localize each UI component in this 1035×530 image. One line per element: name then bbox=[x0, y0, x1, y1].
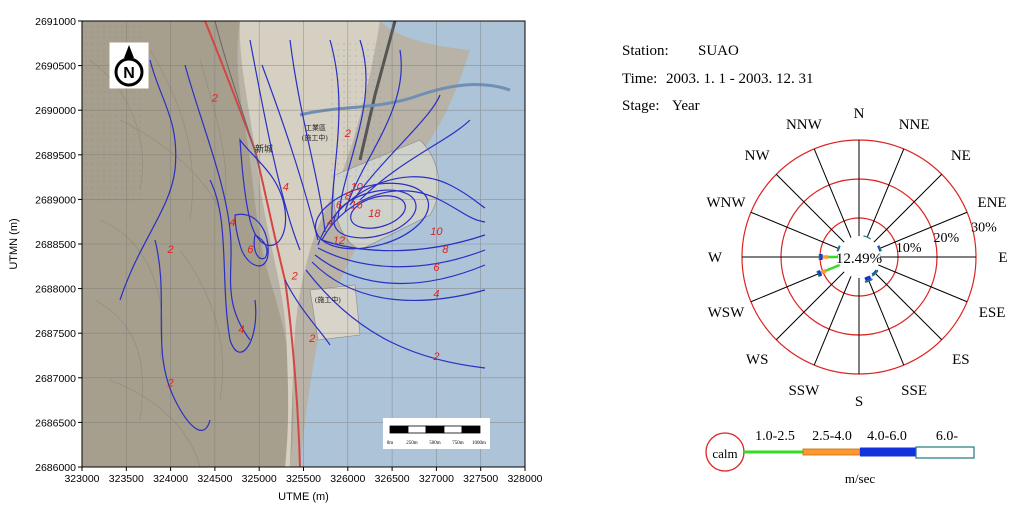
contour-label: 16 bbox=[351, 199, 364, 211]
contour-label: 2 bbox=[167, 244, 174, 256]
direction-label: N bbox=[854, 106, 865, 122]
x-tick-label: 323500 bbox=[109, 473, 144, 485]
time-value: 2003. 1. 1 - 2003. 12. 31 bbox=[666, 71, 814, 87]
place-label: 工業區 bbox=[305, 123, 326, 132]
north-letter: N bbox=[123, 65, 135, 82]
scale-label: 250m bbox=[406, 441, 418, 446]
x-tick-label: 325000 bbox=[242, 473, 277, 485]
speed-bin-label: 4.0-6.0 bbox=[867, 429, 907, 444]
y-tick-label: 2688500 bbox=[35, 239, 76, 251]
x-tick-label: 327000 bbox=[419, 473, 454, 485]
speed-unit: m/sec bbox=[845, 471, 876, 486]
speed-bin-swatch bbox=[860, 448, 916, 457]
rose-plot: N NNE NE ENE E ESE ES SSE S SSW WS WSW W WNW NW NNW 10% 2… bbox=[706, 106, 1007, 410]
direction-label: ENE bbox=[977, 195, 1006, 211]
direction-label: W bbox=[708, 250, 723, 266]
contour-label: 2 bbox=[167, 378, 174, 390]
y-tick-label: 2687500 bbox=[35, 328, 76, 340]
direction-label: SSW bbox=[788, 383, 820, 399]
speed-legend: calm 1.0-2.5 2.5-4.0 4.0-6.0 6.0- m/sec bbox=[706, 429, 974, 486]
y-tick-label: 2688000 bbox=[35, 284, 76, 296]
y-tick-label: 2691000 bbox=[35, 16, 76, 28]
contour-label: 4 bbox=[327, 217, 333, 229]
x-tick-label: 325500 bbox=[286, 473, 321, 485]
contour-label: 4 bbox=[230, 217, 236, 229]
direction-label: SSE bbox=[901, 383, 927, 399]
speed-bin-label: 1.0-2.5 bbox=[755, 429, 795, 444]
x-tick-label: 326500 bbox=[375, 473, 410, 485]
x-tick-label: 323000 bbox=[64, 473, 99, 485]
direction-label: NNW bbox=[786, 117, 823, 133]
direction-label: WNW bbox=[706, 195, 746, 211]
rose-segment bbox=[821, 271, 826, 273]
y-tick-label: 2690000 bbox=[35, 105, 76, 117]
north-arrow: N bbox=[110, 43, 148, 88]
direction-label: E bbox=[998, 250, 1007, 266]
x-tick-label: 328000 bbox=[507, 473, 542, 485]
x-tick-label: 324500 bbox=[197, 473, 232, 485]
x-tick-label: 326000 bbox=[330, 473, 365, 485]
speed-bin-label: 6.0- bbox=[936, 429, 959, 444]
contour-map: 新城 工業區 (施工中) (施工中) bbox=[0, 0, 560, 525]
y-tick-label: 2686500 bbox=[35, 417, 76, 429]
speed-bin-label: 2.5-4.0 bbox=[812, 429, 852, 444]
contour-label: 10 bbox=[430, 226, 443, 238]
ring-label: 20% bbox=[934, 231, 960, 246]
contour-label: 8 bbox=[442, 244, 449, 256]
calm-label: calm bbox=[712, 446, 737, 461]
place-label: (施工中) bbox=[302, 133, 328, 142]
direction-label: NNE bbox=[899, 117, 930, 133]
contour-label: 10 bbox=[351, 181, 364, 193]
contour-label: 12 bbox=[333, 235, 345, 247]
contour-label: 2 bbox=[344, 128, 351, 140]
direction-label: NW bbox=[745, 148, 771, 164]
x-tick-label: 324000 bbox=[153, 473, 188, 485]
station-label: Station: bbox=[622, 43, 669, 59]
wind-rose-panel: Station: SUAO Time: 2003. 1. 1 - 2003. 1… bbox=[600, 0, 1035, 525]
direction-label: NE bbox=[951, 148, 971, 164]
scale-bar: 0m 250m 500m 750m 1000m bbox=[383, 418, 490, 449]
direction-label: S bbox=[855, 394, 863, 410]
ring-label: 30% bbox=[971, 221, 997, 236]
contour-label: 2 bbox=[308, 333, 315, 345]
contour-label: 2 bbox=[432, 351, 439, 363]
x-tick-label: 327500 bbox=[463, 473, 498, 485]
contour-map-panel: 新城 工業區 (施工中) (施工中) bbox=[0, 0, 560, 525]
rose-segment bbox=[867, 277, 868, 281]
direction-label: WS bbox=[746, 352, 769, 368]
contour-label: 2 bbox=[291, 271, 298, 283]
time-label: Time: bbox=[622, 71, 657, 87]
direction-label: WSW bbox=[708, 305, 746, 321]
direction-label: ES bbox=[952, 352, 970, 368]
speed-bin-swatch bbox=[803, 449, 860, 455]
contour-label: 6 bbox=[433, 262, 440, 274]
speed-bin-swatch bbox=[916, 447, 974, 458]
scale-label: 0m bbox=[387, 441, 394, 446]
y-axis-label: UTMN (m) bbox=[8, 218, 20, 269]
stage-value: Year bbox=[672, 98, 700, 114]
contour-label: 4 bbox=[433, 289, 439, 301]
contour-label: 4 bbox=[283, 181, 289, 193]
y-tick-label: 2689000 bbox=[35, 194, 76, 206]
ring-label: 10% bbox=[896, 241, 922, 256]
stage-label: Stage: bbox=[622, 98, 660, 114]
wind-rose: Station: SUAO Time: 2003. 1. 1 - 2003. 1… bbox=[600, 0, 1035, 525]
calm-value: 12.49% bbox=[836, 251, 882, 267]
scale-label: 1000m bbox=[472, 441, 486, 446]
scale-label: 750m bbox=[452, 441, 464, 446]
contour-label: 4 bbox=[238, 324, 244, 336]
station-value: SUAO bbox=[698, 43, 739, 59]
y-tick-label: 2689500 bbox=[35, 150, 76, 162]
contour-label: 18 bbox=[368, 208, 381, 220]
y-tick-label: 2687000 bbox=[35, 373, 76, 385]
x-axis-label: UTME (m) bbox=[278, 491, 329, 503]
y-tick-label: 2690500 bbox=[35, 61, 76, 73]
y-tick-label: 2686000 bbox=[35, 462, 76, 474]
contour-label: 2 bbox=[211, 92, 218, 104]
contour-label: 6 bbox=[336, 199, 343, 211]
contour-label: 6 bbox=[247, 244, 254, 256]
scale-label: 500m bbox=[429, 441, 441, 446]
direction-label: ESE bbox=[979, 305, 1006, 321]
